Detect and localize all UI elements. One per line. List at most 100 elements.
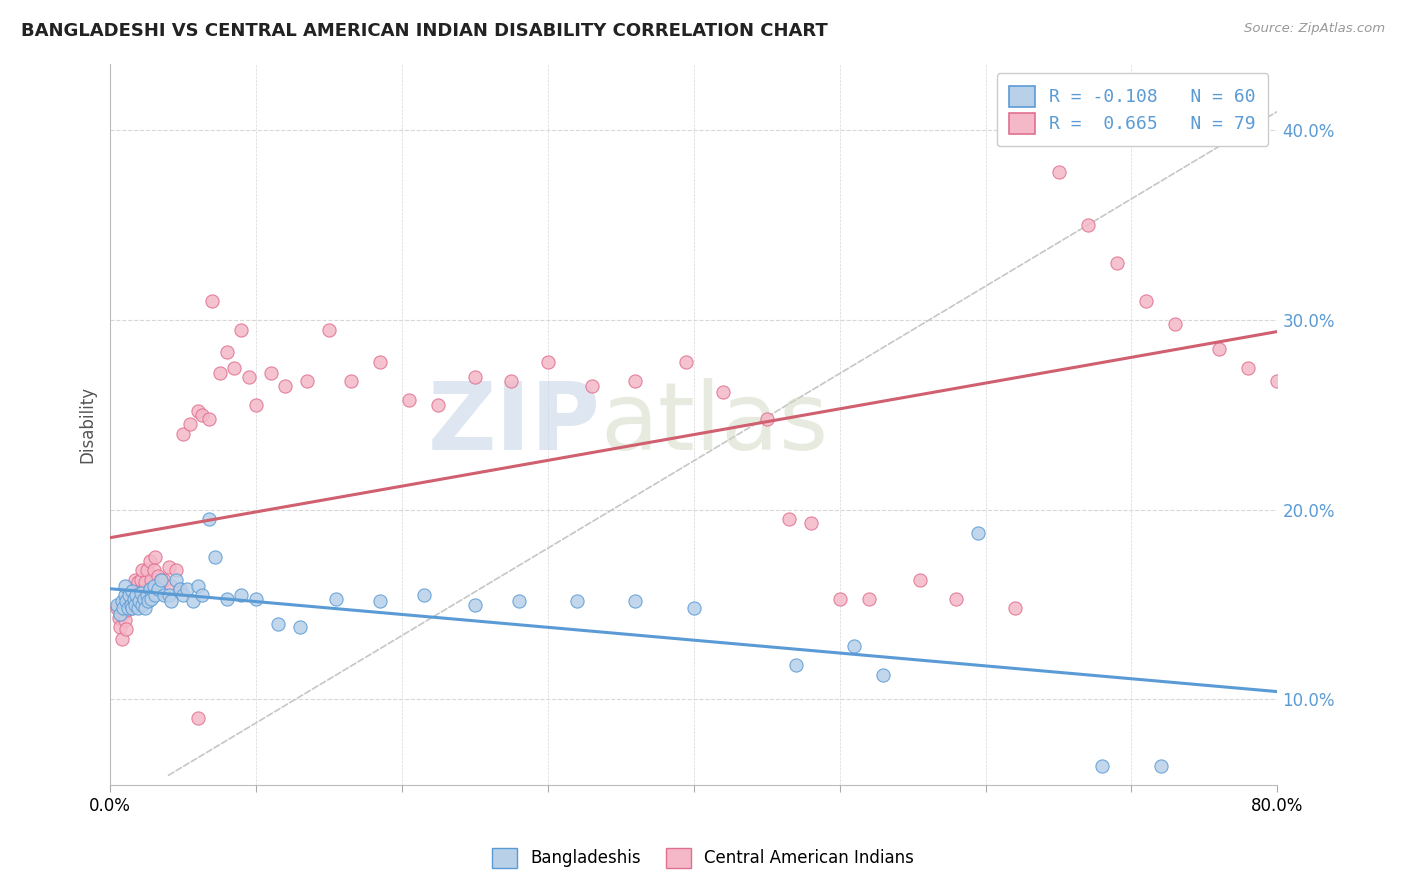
Point bbox=[129, 573, 152, 587]
Point bbox=[398, 392, 420, 407]
Point bbox=[412, 588, 434, 602]
Point bbox=[128, 588, 150, 602]
Point bbox=[118, 588, 141, 602]
Point bbox=[191, 408, 214, 422]
Point bbox=[107, 601, 129, 615]
Point bbox=[288, 620, 311, 634]
Point bbox=[114, 588, 136, 602]
Point bbox=[150, 573, 173, 587]
Point bbox=[169, 582, 191, 597]
Point bbox=[224, 360, 246, 375]
Point bbox=[508, 594, 530, 608]
Point bbox=[172, 588, 194, 602]
Point bbox=[153, 588, 176, 602]
Point bbox=[117, 601, 139, 615]
Point bbox=[245, 399, 267, 413]
Point bbox=[858, 591, 880, 606]
Point bbox=[132, 591, 155, 606]
Point bbox=[142, 564, 165, 578]
Point bbox=[624, 594, 647, 608]
Point bbox=[231, 322, 253, 336]
Point bbox=[160, 579, 183, 593]
Point bbox=[208, 366, 231, 380]
Point bbox=[114, 594, 136, 608]
Point bbox=[111, 632, 134, 646]
Point bbox=[115, 594, 138, 608]
Legend: R = -0.108   N = 60, R =  0.665   N = 79: R = -0.108 N = 60, R = 0.665 N = 79 bbox=[997, 73, 1268, 146]
Point bbox=[127, 574, 149, 589]
Point bbox=[325, 591, 347, 606]
Point bbox=[134, 574, 156, 589]
Point bbox=[160, 594, 183, 608]
Point bbox=[127, 601, 149, 615]
Point bbox=[1237, 360, 1260, 375]
Point bbox=[176, 582, 198, 597]
Point bbox=[1164, 317, 1187, 331]
Point bbox=[711, 385, 734, 400]
Point bbox=[157, 559, 180, 574]
Point bbox=[128, 594, 150, 608]
Point bbox=[967, 525, 990, 540]
Point bbox=[318, 322, 340, 336]
Point bbox=[682, 601, 704, 615]
Point bbox=[828, 591, 851, 606]
Point bbox=[785, 658, 807, 673]
Point bbox=[114, 613, 136, 627]
Point bbox=[231, 588, 253, 602]
Point bbox=[110, 607, 132, 621]
Point bbox=[267, 616, 290, 631]
Point bbox=[1047, 165, 1070, 179]
Point bbox=[125, 584, 148, 599]
Point bbox=[134, 601, 156, 615]
Point bbox=[121, 601, 143, 615]
Point bbox=[187, 404, 209, 418]
Point bbox=[778, 512, 800, 526]
Point bbox=[136, 584, 159, 599]
Point bbox=[117, 594, 139, 608]
Point bbox=[114, 579, 136, 593]
Point bbox=[181, 594, 204, 608]
Point bbox=[124, 573, 146, 587]
Text: ZIP: ZIP bbox=[427, 378, 600, 470]
Point bbox=[501, 374, 523, 388]
Point bbox=[165, 564, 187, 578]
Point bbox=[187, 711, 209, 725]
Point bbox=[675, 355, 697, 369]
Point bbox=[908, 573, 931, 587]
Point bbox=[1208, 342, 1230, 356]
Point bbox=[368, 355, 391, 369]
Point bbox=[844, 640, 866, 654]
Point bbox=[368, 594, 391, 608]
Point bbox=[179, 417, 201, 432]
Point bbox=[799, 516, 821, 530]
Point bbox=[1150, 759, 1173, 773]
Point bbox=[1267, 374, 1289, 388]
Point bbox=[107, 598, 129, 612]
Point bbox=[464, 598, 486, 612]
Point bbox=[139, 573, 162, 587]
Point bbox=[215, 345, 238, 359]
Point bbox=[145, 588, 167, 602]
Point bbox=[118, 598, 141, 612]
Legend: Bangladeshis, Central American Indians: Bangladeshis, Central American Indians bbox=[485, 841, 921, 875]
Point bbox=[340, 374, 363, 388]
Point bbox=[274, 379, 297, 393]
Point bbox=[198, 411, 221, 425]
Point bbox=[112, 607, 135, 621]
Point bbox=[187, 579, 209, 593]
Point bbox=[111, 594, 134, 608]
Point bbox=[120, 598, 142, 612]
Point bbox=[1105, 256, 1128, 270]
Point bbox=[464, 370, 486, 384]
Point bbox=[131, 598, 153, 612]
Point bbox=[1077, 219, 1099, 233]
Point bbox=[581, 379, 603, 393]
Point bbox=[427, 399, 450, 413]
Point bbox=[1091, 759, 1114, 773]
Point bbox=[120, 588, 142, 602]
Point bbox=[238, 370, 260, 384]
Point bbox=[245, 591, 267, 606]
Point bbox=[108, 611, 131, 625]
Point bbox=[110, 620, 132, 634]
Point bbox=[295, 374, 318, 388]
